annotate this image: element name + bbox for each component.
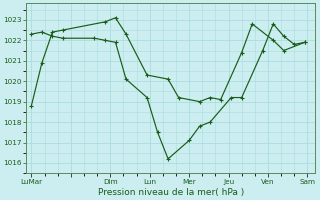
X-axis label: Pression niveau de la mer( hPa ): Pression niveau de la mer( hPa ) xyxy=(98,188,244,197)
